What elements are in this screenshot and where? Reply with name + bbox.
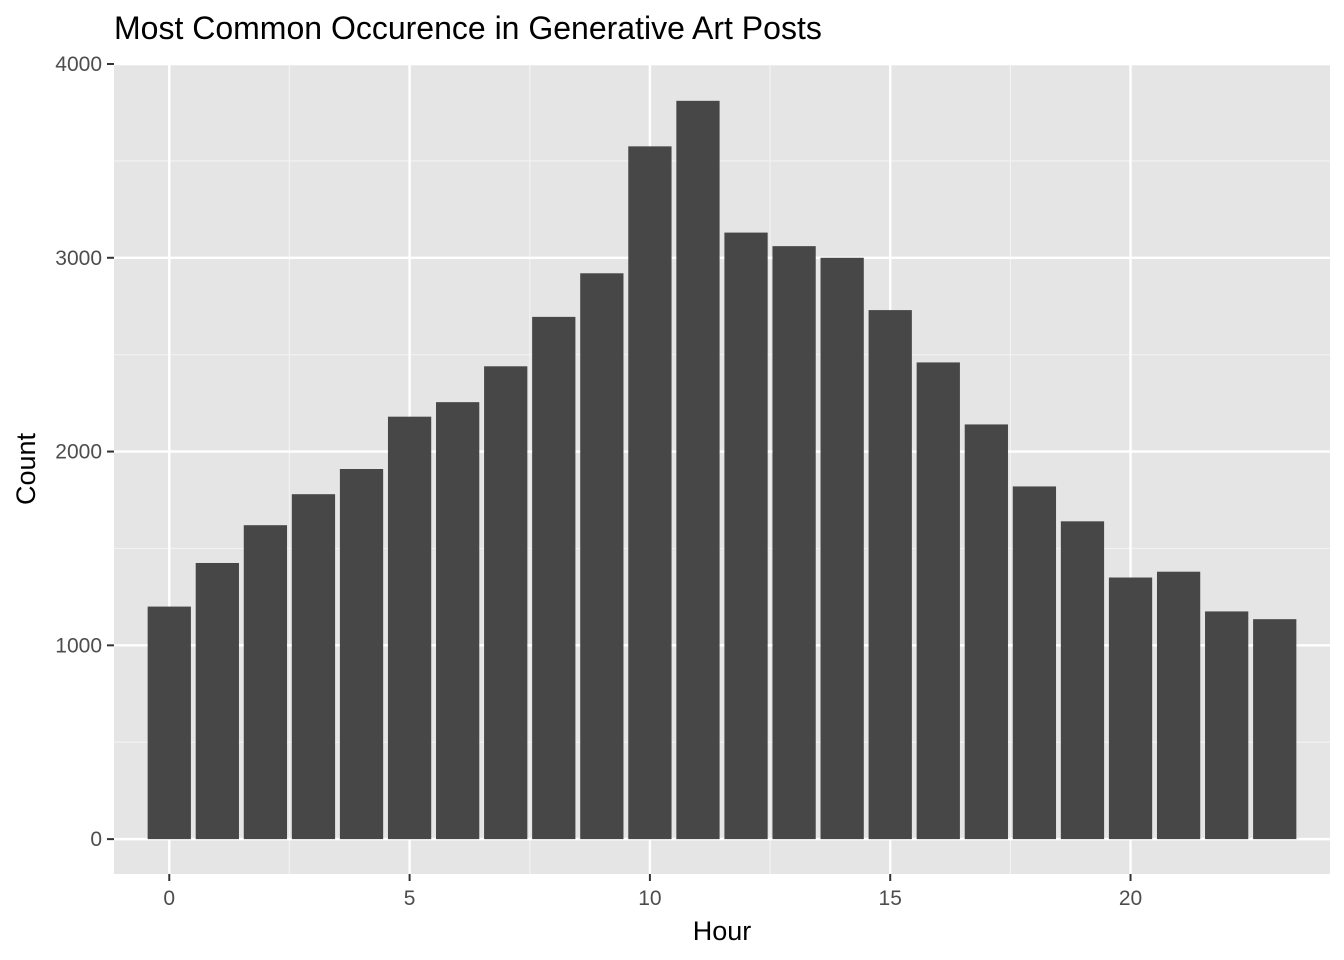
bar-hour-9 (580, 273, 624, 840)
bar-hour-4 (339, 469, 384, 840)
bar-hour-3 (291, 494, 336, 840)
bar-hour-13 (772, 246, 816, 840)
bar-hour-6 (436, 402, 480, 840)
y-tick-label: 1000 (55, 634, 102, 657)
bar-hour-8 (532, 316, 576, 840)
minor-gridlines (114, 64, 1330, 874)
bar-hour-18 (1012, 486, 1057, 840)
bar-hour-11 (676, 100, 720, 840)
bar-hour-15 (868, 310, 912, 840)
bar-hour-1 (195, 562, 239, 840)
x-tick-label: 20 (1119, 887, 1142, 910)
x-axis-title: Hour (693, 916, 752, 946)
y-tick-label: 3000 (55, 247, 102, 270)
bar-hour-2 (243, 525, 288, 840)
x-tick-label: 5 (404, 887, 416, 910)
bar-hour-5 (387, 416, 432, 840)
y-tick-label: 0 (90, 828, 102, 851)
y-axis: 0 1000 2000 3000 4000 (55, 53, 114, 851)
bar-hour-12 (724, 232, 768, 840)
y-tick-label: 2000 (55, 441, 102, 464)
bar-hour-16 (916, 362, 960, 840)
bar-hour-7 (484, 366, 528, 840)
x-axis: 0 5 10 15 20 (163, 874, 1142, 910)
y-axis-title: Count (11, 432, 41, 505)
bar-hour-23 (1253, 619, 1297, 840)
bars (147, 100, 1297, 840)
x-tick-label: 10 (638, 887, 661, 910)
bar-hour-20 (1108, 577, 1153, 840)
bar-hour-10 (628, 146, 672, 840)
chart-title: Most Common Occurence in Generative Art … (114, 10, 822, 46)
x-tick-label: 0 (163, 887, 175, 910)
y-tick-label: 4000 (55, 53, 102, 76)
bar-hour-14 (820, 257, 864, 840)
bar-hour-19 (1060, 521, 1105, 840)
bar-hour-22 (1205, 611, 1249, 840)
bar-hour-21 (1156, 571, 1201, 840)
bar-hour-17 (964, 424, 1008, 840)
bar-hour-0 (147, 606, 191, 840)
x-tick-label: 15 (879, 887, 902, 910)
